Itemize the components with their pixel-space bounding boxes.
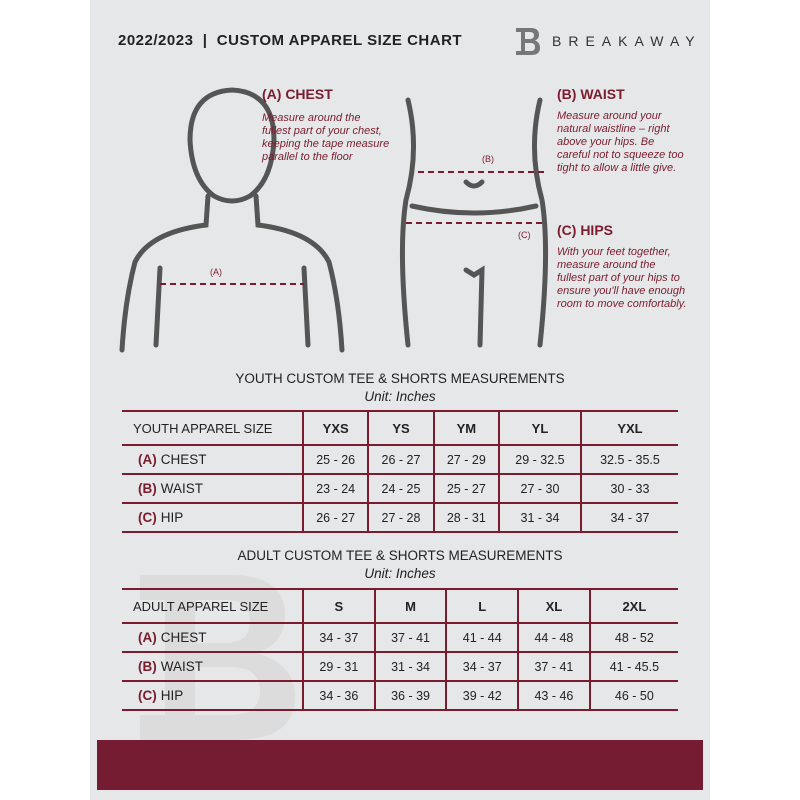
cell: 28 - 31 [432,502,499,533]
row-label: (A) CHEST [122,622,303,653]
youth-table-unit: Unit: Inches [364,389,436,404]
row-label-text: WAIST [160,659,203,674]
size-header: YS [367,410,434,446]
size-header: XL [517,588,590,624]
table-row: (C) HIP 34 - 36 36 - 39 39 - 42 43 - 46 46 - 5… [122,680,678,711]
cell: 39 - 42 [445,680,519,711]
chest-instructions: Measure around the fullest part of your … [262,112,390,163]
waist-instructions: Measure around your natural waistline – … [557,110,684,174]
cell: 37 - 41 [373,622,447,653]
waist-marker: (B) [482,154,494,164]
table-row: (A) CHEST 34 - 37 37 - 41 41 - 44 44 - 48 48 -… [122,622,678,653]
cell: 34 - 37 [579,502,678,533]
cell: 27 - 30 [497,473,581,504]
row-label-text: HIP [160,510,184,525]
brand-logo-icon [516,28,540,55]
youth-table-title: YOUTH CUSTOM TEE & SHORTS MEASUREMENTS [235,371,565,386]
brand-name: BREAKAWAY [552,33,702,49]
cell: 46 - 50 [588,680,678,711]
hip-marker: (C) [518,230,531,240]
cell: 48 - 52 [588,622,678,653]
cell: 26 - 27 [367,444,434,475]
row-code: (A) [138,452,157,467]
cell: 27 - 28 [367,502,434,533]
size-header: 2XL [588,588,678,624]
table-row: (C) HIP 26 - 27 27 - 28 28 - 31 31 - 34 34 - 3… [122,502,678,533]
row-label: (C) HIP [122,502,303,533]
row-label: (A) CHEST [122,444,303,475]
table-row: (A) CHEST 25 - 26 26 - 27 27 - 29 29 - 32.5 32… [122,444,678,475]
adult-size-table: ADULT APPAREL SIZE S M L XL 2XL (A) CHEST… [122,588,678,711]
cell: 26 - 27 [301,502,369,533]
cell: 41 - 45.5 [588,651,678,682]
row-label: (C) HIP [122,680,303,711]
row-code: (C) [138,510,157,525]
lower-body-figure [399,97,549,348]
cell: 24 - 25 [367,473,434,504]
row-label-text: HIP [160,688,184,703]
row-code: (C) [138,688,157,703]
brand-logo: BREAKAWAY [512,26,702,56]
row-label: (B) WAIST [122,473,303,504]
cell: 32.5 - 35.5 [579,444,678,475]
cell: 25 - 26 [301,444,369,475]
footer-bar [97,740,703,790]
cell: 34 - 36 [302,680,375,711]
cell: 31 - 34 [373,651,447,682]
row-header: YOUTH APPAREL SIZE [122,410,303,446]
youth-size-table: YOUTH APPAREL SIZE YXS YS YM YL YXL (A) C… [122,410,678,533]
table-header-row: YOUTH APPAREL SIZE YXS YS YM YL YXL [122,410,678,446]
cell: 29 - 31 [302,651,375,682]
cell: 44 - 48 [517,622,590,653]
row-code: (A) [138,630,157,645]
hips-heading: (C) HIPS [557,222,613,238]
torso-figure [119,87,345,353]
chest-heading: (A) CHEST [262,86,333,102]
cell: 36 - 39 [373,680,447,711]
adult-table-unit: Unit: Inches [364,566,436,581]
row-header: ADULT APPAREL SIZE [122,588,303,624]
cell: 34 - 37 [445,651,519,682]
hips-instructions: With your feet together, measure around … [557,246,687,310]
size-header: L [445,588,519,624]
chest-marker: (A) [210,267,222,277]
row-label-text: CHEST [160,630,207,645]
waist-heading: (B) WAIST [557,86,625,102]
size-header: S [302,588,375,624]
cell: 29 - 32.5 [497,444,581,475]
size-header: YM [432,410,499,446]
row-code: (B) [138,659,157,674]
size-header: YXS [301,410,369,446]
row-label-text: CHEST [160,452,207,467]
cell: 31 - 34 [497,502,581,533]
cell: 37 - 41 [517,651,590,682]
row-label-text: WAIST [160,481,203,496]
table-header-row: ADULT APPAREL SIZE S M L XL 2XL [122,588,678,624]
size-header: YL [497,410,581,446]
adult-table-title: ADULT CUSTOM TEE & SHORTS MEASUREMENTS [237,548,563,563]
body-diagrams [119,87,549,353]
size-header: YXL [579,410,678,446]
cell: 34 - 37 [302,622,375,653]
cell: 41 - 44 [445,622,519,653]
table-row: (B) WAIST 23 - 24 24 - 25 25 - 27 27 - 30 30 -… [122,473,678,504]
size-header: M [373,588,447,624]
cell: 30 - 33 [579,473,678,504]
row-code: (B) [138,481,157,496]
cell: 25 - 27 [432,473,499,504]
page-title: 2022/2023 | CUSTOM APPAREL SIZE CHART [118,32,463,49]
cell: 27 - 29 [432,444,499,475]
cell: 43 - 46 [517,680,590,711]
cell: 23 - 24 [301,473,369,504]
table-row: (B) WAIST 29 - 31 31 - 34 34 - 37 37 - 41 41 -… [122,651,678,682]
row-label: (B) WAIST [122,651,303,682]
